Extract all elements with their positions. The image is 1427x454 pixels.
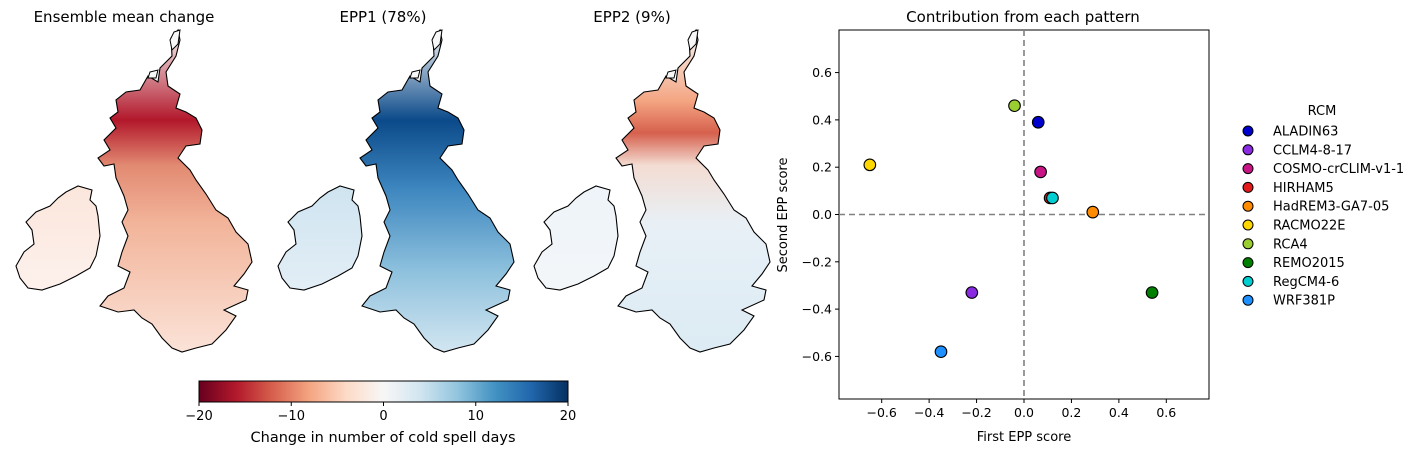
colorbar-tick-label: −20: [185, 409, 212, 424]
colorbar: −20 −10 0 10 20 Change in number of cold spe…: [185, 380, 576, 446]
orkney-shape: [409, 69, 421, 79]
legend-marker: [1242, 257, 1254, 269]
legend-label: ALADIN63: [1273, 125, 1338, 140]
point-hadrem3-ga7-05: [1086, 205, 1100, 219]
point-rca4: [1008, 99, 1021, 113]
colorbar-ticks: −20 −10 0 10 20: [185, 402, 576, 424]
shetland-shape: [687, 29, 699, 52]
ireland-shape: [277, 185, 363, 291]
y-tick-label: 0.2: [812, 160, 832, 175]
x-tick-label: 0.6: [1156, 405, 1176, 420]
legend-marker: [1242, 144, 1254, 156]
x-tick-label: 0.0: [1014, 405, 1034, 420]
legend-marker: [1242, 219, 1254, 231]
ireland-shape: [15, 185, 101, 291]
point-remo2015: [1145, 286, 1159, 299]
legend-label: CCLM4-8-17: [1273, 143, 1352, 158]
legend-label: COSMO-crCLIM-v1-1: [1273, 162, 1404, 177]
y-tick-label: −0.4: [802, 302, 832, 317]
legend-label: REMO2015: [1273, 256, 1345, 271]
y-tick-label: 0.6: [812, 65, 832, 80]
colorbar-tick-label: 20: [560, 409, 577, 424]
x-tick-label: −0.6: [867, 405, 897, 420]
colorbar-tick-label: −10: [278, 409, 305, 424]
great-britain-shape: [97, 28, 253, 353]
x-axis-label: First EPP score: [977, 430, 1071, 445]
point-racmo22e: [863, 158, 877, 172]
x-tick-label: −0.2: [961, 405, 991, 420]
legend: RCM ALADIN63 CCLM4-8-17 COSMO-crCLIM-v1-1 H…: [1242, 104, 1404, 309]
colorbar-label: Change in number of cold spell days: [251, 430, 516, 446]
legend-marker: [1242, 200, 1254, 212]
legend-marker: [1242, 238, 1254, 250]
legend-label: WRF381P: [1273, 294, 1335, 309]
great-britain-shape: [359, 28, 515, 353]
colorbar-bar: [198, 380, 569, 403]
scatter-title: Contribution from each pattern: [906, 8, 1140, 26]
scatter-points: [863, 99, 1159, 359]
x-tick-label: 0.4: [1109, 405, 1129, 420]
map-title-mean: Ensemble mean change: [34, 8, 215, 26]
x-axis-ticks: −0.6 −0.4 −0.2 0.0 0.2 0.4 0.6: [867, 399, 1176, 420]
map-panel-epp2: EPP2 (9%): [533, 8, 771, 353]
legend-label: RegCM4-6: [1273, 275, 1339, 290]
y-tick-label: −0.2: [802, 254, 832, 269]
shetland-shape: [169, 29, 181, 52]
point-cclm4-8-17: [965, 286, 979, 299]
ireland-shape: [533, 185, 619, 291]
y-tick-label: 0.4: [812, 112, 832, 127]
legend-title: RCM: [1308, 104, 1337, 119]
shetland-shape: [431, 29, 443, 52]
orkney-shape: [147, 69, 159, 79]
point-wrf381p: [934, 345, 948, 359]
map-panel-epp1: EPP1 (78%): [277, 8, 515, 353]
point-aladin63: [1031, 115, 1045, 129]
map-title-epp1: EPP1 (78%): [340, 8, 427, 26]
legend-label: RACMO22E: [1273, 219, 1345, 234]
legend-label: RCA4: [1273, 237, 1308, 252]
legend-marker: [1242, 275, 1254, 287]
y-axis-label: Second EPP score: [776, 158, 791, 273]
legend-items: ALADIN63 CCLM4-8-17 COSMO-crCLIM-v1-1 HIRHA…: [1242, 125, 1404, 309]
legend-marker: [1242, 294, 1254, 306]
x-tick-label: 0.2: [1061, 405, 1081, 420]
point-cosmo-crclim-v1-1: [1034, 165, 1047, 179]
colorbar-tick-label: 0: [379, 409, 387, 424]
legend-marker: [1242, 181, 1254, 193]
y-tick-label: 0.0: [812, 207, 832, 222]
legend-label: HadREM3-GA7-05: [1273, 200, 1389, 215]
legend-marker: [1242, 125, 1254, 137]
x-tick-label: −0.4: [914, 405, 944, 420]
y-axis-ticks: −0.6 −0.4 −0.2 0.0 0.2 0.4 0.6: [802, 65, 839, 364]
map-title-epp2: EPP2 (9%): [593, 8, 670, 26]
point-regcm4-6: [1046, 191, 1059, 205]
scatter-panel: Contribution from each pattern −0.6 −0.4−…: [776, 8, 1210, 445]
orkney-shape: [665, 69, 677, 79]
legend-marker: [1242, 163, 1254, 175]
map-panel-mean: Ensemble mean change: [15, 8, 253, 353]
colorbar-tick-label: 10: [467, 409, 484, 424]
y-tick-label: −0.6: [802, 349, 832, 364]
legend-label: HIRHAM5: [1273, 181, 1334, 196]
great-britain-shape: [615, 28, 771, 353]
